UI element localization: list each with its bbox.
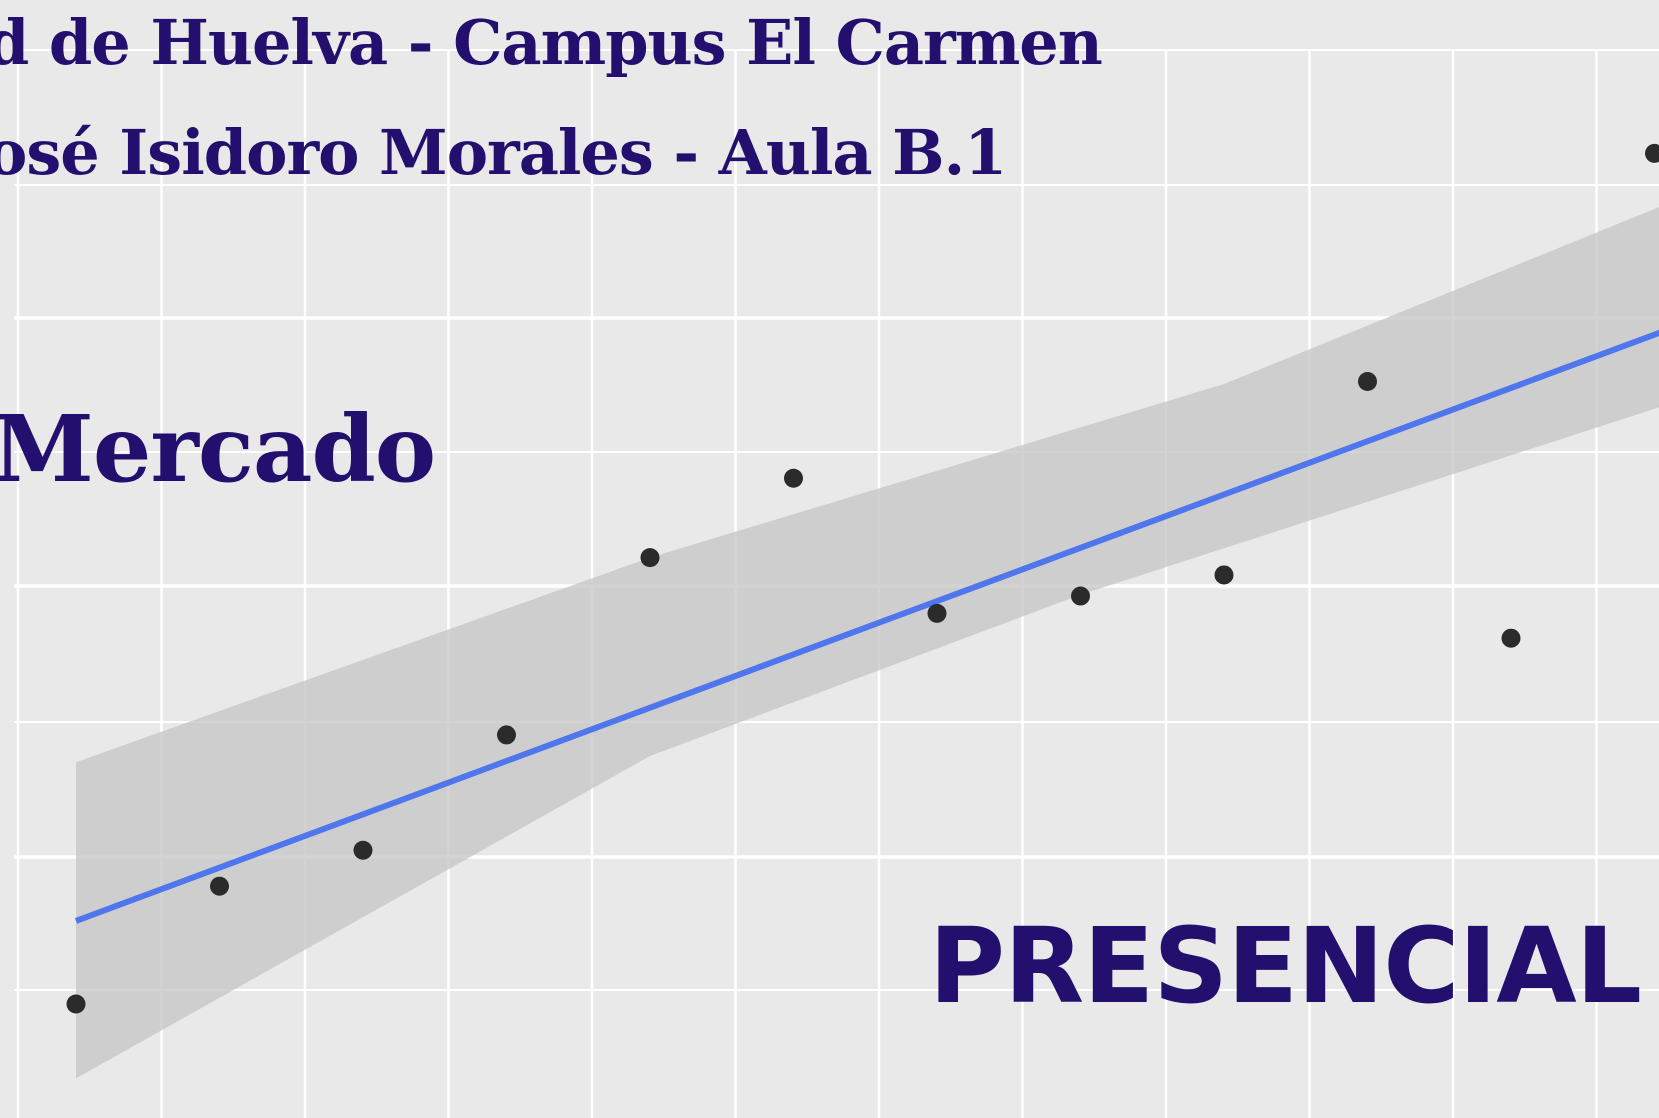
data-point xyxy=(210,876,229,896)
data-point xyxy=(353,840,373,860)
mode-label: PRESENCIAL xyxy=(928,905,1642,1027)
trend-line xyxy=(74,329,1659,924)
data-point xyxy=(1501,628,1521,648)
venue-title: d de Huelva - Campus El Carmen xyxy=(0,6,1103,79)
data-points xyxy=(66,143,1659,1014)
data-point xyxy=(1214,565,1234,585)
data-point xyxy=(784,468,803,488)
topic-title: Mercado xyxy=(0,395,436,503)
data-point xyxy=(66,994,86,1014)
data-point xyxy=(497,725,516,745)
data-point xyxy=(1358,372,1377,392)
data-point xyxy=(927,603,947,623)
data-point xyxy=(1071,586,1090,606)
data-point xyxy=(1645,143,1659,163)
room-title: osé Isidoro Morales - Aula B.1 xyxy=(0,116,1007,189)
data-point xyxy=(640,548,660,568)
confidence-band xyxy=(76,207,1659,1079)
